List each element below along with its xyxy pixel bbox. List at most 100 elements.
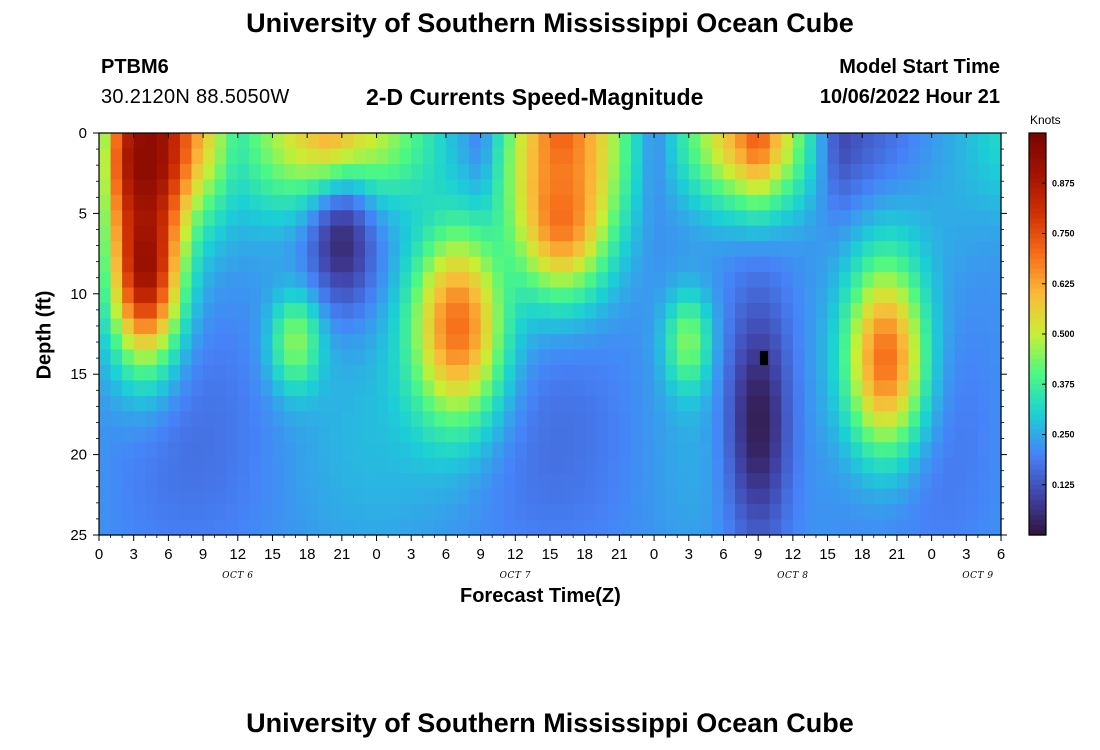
heatmap-cell [99, 364, 112, 381]
heatmap-cell [457, 442, 470, 459]
heatmap-cell [376, 256, 389, 273]
heatmap-cell [422, 411, 435, 428]
heatmap-cell [573, 133, 586, 150]
heatmap-cell [642, 225, 655, 242]
heatmap-cell [168, 179, 181, 196]
heatmap-cell [388, 349, 401, 366]
heatmap-cell [434, 411, 447, 428]
heatmap-cell [203, 426, 216, 443]
heatmap-cell [434, 225, 447, 242]
colorbar-segment [1029, 339, 1046, 345]
heatmap-cell [665, 411, 678, 428]
heatmap-cell [977, 488, 991, 505]
heatmap-cell [792, 256, 806, 273]
heatmap-cell [584, 395, 597, 412]
heatmap-cell [341, 334, 355, 351]
heatmap-cell [122, 210, 135, 227]
heatmap-cell [550, 442, 563, 459]
heatmap-cell [896, 380, 910, 397]
heatmap-cell [203, 225, 216, 242]
heatmap-cell [226, 210, 239, 227]
heatmap-cell [515, 148, 528, 165]
heatmap-cell [307, 148, 320, 165]
heatmap-cell [492, 194, 505, 211]
heatmap-cell [873, 411, 886, 428]
heatmap-cell [966, 303, 979, 320]
heatmap-cell [388, 334, 401, 351]
heatmap-cell [723, 287, 736, 304]
heatmap-cell [214, 519, 227, 536]
heatmap-cell [515, 163, 528, 180]
heatmap-cell [781, 519, 794, 536]
colorbar-segment [1029, 504, 1046, 511]
heatmap-cell [411, 380, 424, 397]
heatmap-cell [99, 210, 112, 227]
heatmap-cell [596, 519, 609, 536]
heatmap-cell [850, 457, 863, 474]
heatmap-cell [445, 349, 459, 366]
heatmap-cell [307, 179, 320, 196]
heatmap-cell [573, 148, 586, 165]
heatmap-cell [769, 272, 782, 289]
heatmap-cell [168, 210, 181, 227]
heatmap-cell [364, 210, 378, 227]
heatmap-cell [156, 148, 169, 165]
heatmap-cell [515, 210, 528, 227]
heatmap-cell [526, 488, 540, 505]
heatmap-cell [203, 395, 216, 412]
heatmap-cell [596, 287, 609, 304]
heatmap-cell [203, 380, 216, 397]
heatmap-cell [954, 457, 967, 474]
heatmap-cell [596, 210, 609, 227]
x-tick-label: 3 [962, 546, 970, 563]
heatmap-cell [746, 163, 759, 180]
heatmap-cell [677, 334, 690, 351]
heatmap-cell [711, 380, 725, 397]
heatmap-cell [723, 303, 736, 320]
heatmap-cell [503, 426, 516, 443]
heatmap-cell [654, 519, 667, 536]
colorbar-segment [1029, 163, 1046, 169]
heatmap-cell [954, 163, 967, 180]
heatmap-cell [226, 457, 239, 474]
heatmap-cell [677, 163, 690, 180]
heatmap-cell [885, 148, 898, 165]
heatmap-cell [469, 519, 482, 536]
heatmap-cell [908, 364, 921, 381]
heatmap-cell [469, 287, 482, 304]
heatmap-cell [515, 457, 528, 474]
heatmap-cell [133, 488, 146, 505]
heatmap-cell [295, 349, 308, 366]
heatmap-cell [318, 133, 331, 150]
heatmap-cell [885, 380, 898, 397]
heatmap-cell [561, 163, 574, 180]
heatmap-cell [943, 272, 956, 289]
heatmap-cell [989, 303, 1002, 320]
heatmap-cell [839, 349, 852, 366]
heatmap-cell [203, 488, 216, 505]
heatmap-cell [179, 519, 193, 536]
heatmap-cell [492, 334, 505, 351]
heatmap-cell [584, 488, 597, 505]
heatmap-cell [723, 225, 736, 242]
heatmap-cell [133, 179, 146, 196]
heatmap-cell [307, 318, 320, 335]
heatmap-cell [191, 519, 204, 536]
heatmap-cell [862, 411, 875, 428]
heatmap-cell [503, 179, 516, 196]
heatmap-cell [873, 334, 886, 351]
heatmap-cell [133, 241, 146, 258]
heatmap-cell [145, 241, 158, 258]
heatmap-cell [237, 442, 250, 459]
heatmap-cell [735, 488, 748, 505]
heatmap-cell [989, 272, 1002, 289]
heatmap-cell [226, 349, 239, 366]
heatmap-cell [191, 380, 204, 397]
heatmap-cell [850, 473, 863, 490]
heatmap-cell [839, 163, 852, 180]
heatmap-cell [260, 488, 274, 505]
heatmap-cell [145, 519, 158, 536]
heatmap-cell [122, 488, 135, 505]
heatmap-cell [688, 411, 701, 428]
heatmap-cell [330, 303, 343, 320]
